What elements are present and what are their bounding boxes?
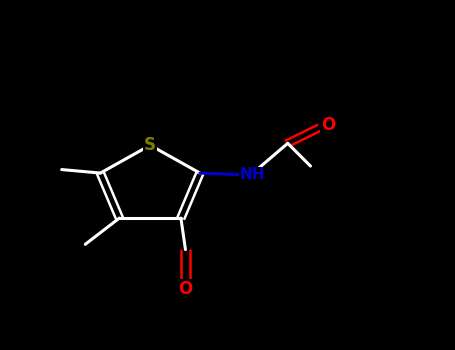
Text: NH: NH <box>239 167 265 182</box>
Text: S: S <box>144 136 156 154</box>
Text: O: O <box>178 280 192 298</box>
Text: O: O <box>321 116 335 134</box>
